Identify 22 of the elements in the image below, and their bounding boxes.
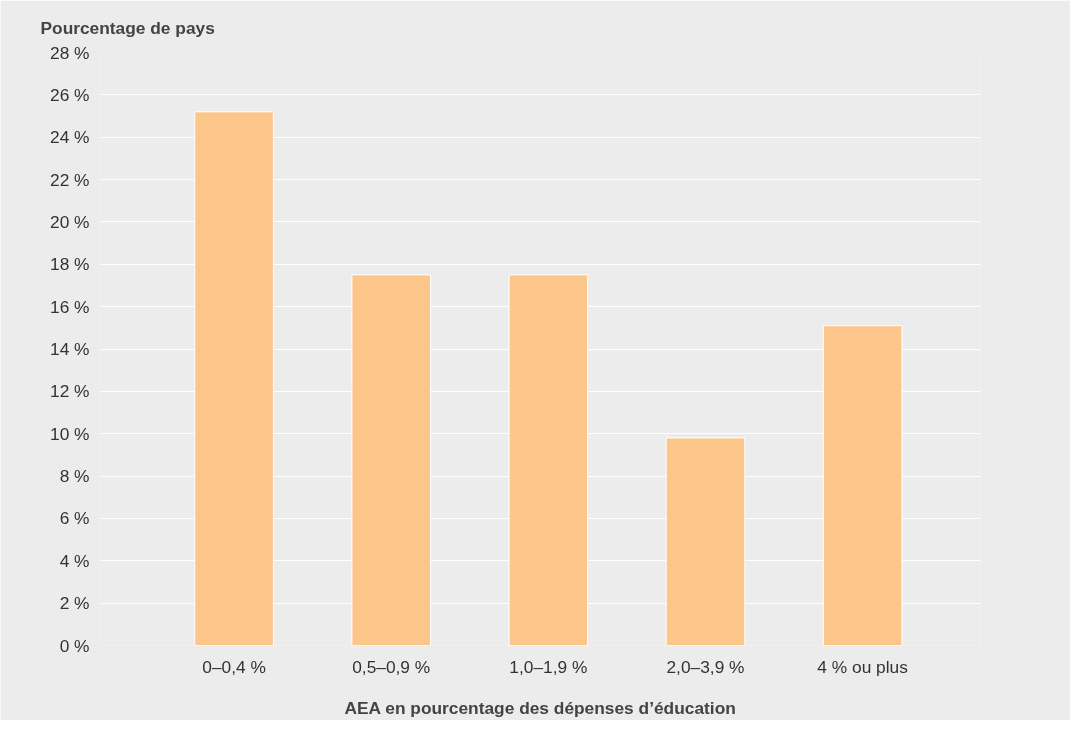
y-axis-title: Pourcentage de pays bbox=[40, 17, 215, 38]
x-tick-label: 2,0–3,9 % bbox=[666, 656, 745, 677]
y-tick-label: 14 % bbox=[50, 339, 90, 359]
y-tick-label: 28 % bbox=[50, 42, 90, 63]
x-tick-label: 4 % ou plus bbox=[817, 656, 909, 677]
x-tick-label: 0–0,4 % bbox=[202, 656, 266, 677]
x-tick-label: 1,0–1,9 % bbox=[509, 656, 588, 677]
y-tick-label: 22 % bbox=[50, 169, 90, 190]
y-tick-label: 16 % bbox=[50, 296, 90, 317]
y-tick-label: 12 % bbox=[50, 381, 90, 402]
y-tick-label: 18 % bbox=[50, 254, 90, 275]
y-tick-label: 24 % bbox=[50, 127, 90, 148]
y-tick-label: 4 % bbox=[59, 550, 90, 571]
y-tick-label: 0 % bbox=[59, 635, 90, 656]
y-tick-label: 6 % bbox=[59, 508, 90, 529]
y-tick-label: 8 % bbox=[59, 466, 90, 487]
y-tick-label: 2 % bbox=[59, 593, 90, 614]
y-tick-label: 10 % bbox=[50, 423, 90, 444]
x-tick-label: 0,5–0,9 % bbox=[352, 656, 431, 677]
x-axis-title: AEA en pourcentage des dépenses d’éducation bbox=[344, 697, 736, 718]
y-tick-label: 26 % bbox=[50, 84, 90, 105]
y-tick-label: 20 % bbox=[50, 211, 90, 232]
